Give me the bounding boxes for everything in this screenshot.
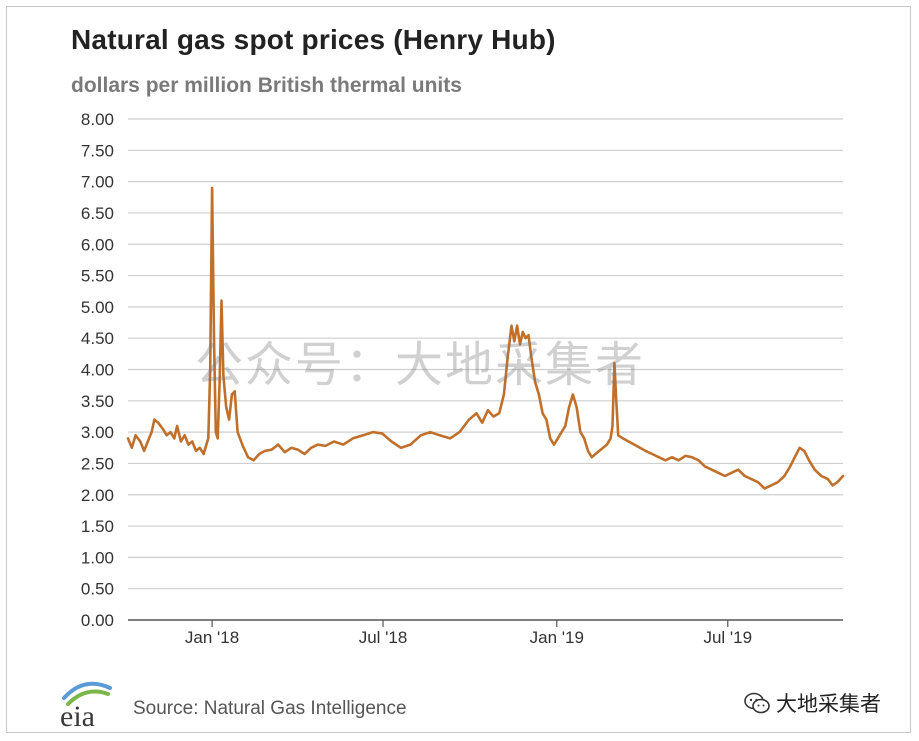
- y-tick-label: 7.00: [81, 173, 114, 192]
- y-tick-label: 6.50: [81, 204, 114, 223]
- y-tick-label: 6.00: [81, 235, 114, 254]
- y-tick-label: 0.00: [81, 611, 114, 630]
- y-tick-label: 0.50: [81, 580, 114, 599]
- wechat-icon: [744, 692, 770, 714]
- y-tick-label: 3.00: [81, 423, 114, 442]
- chart-subtitle: dollars per million British thermal unit…: [71, 74, 462, 97]
- source-note: Source: Natural Gas Intelligence: [133, 698, 407, 719]
- y-tick-label: 2.50: [81, 454, 114, 473]
- wechat-account: 大地采集者: [744, 688, 881, 718]
- eia-logo-text: eia: [60, 700, 95, 730]
- x-tick-label: Jan '19: [530, 628, 584, 647]
- y-tick-label: 5.00: [81, 298, 114, 317]
- x-tick-label: Jan '18: [185, 628, 239, 647]
- y-tick-label: 2.00: [81, 486, 114, 505]
- wechat-account-name: 大地采集者: [776, 692, 881, 716]
- eia-logo-icon: eia: [60, 681, 112, 730]
- y-tick-label: 3.50: [81, 392, 114, 411]
- y-tick-label: 4.50: [81, 329, 114, 348]
- x-tick-label: Jul '18: [359, 628, 408, 647]
- y-tick-label: 8.00: [81, 110, 114, 129]
- x-tick-label: Jul '19: [703, 628, 752, 647]
- y-tick-label: 7.50: [81, 141, 114, 160]
- chart-title: Natural gas spot prices (Henry Hub): [71, 24, 556, 55]
- y-tick-label: 5.50: [81, 267, 114, 286]
- y-tick-label: 1.00: [81, 548, 114, 567]
- series-line: [126, 186, 845, 490]
- y-tick-label: 4.00: [81, 361, 114, 380]
- y-tick-label: 1.50: [81, 517, 114, 536]
